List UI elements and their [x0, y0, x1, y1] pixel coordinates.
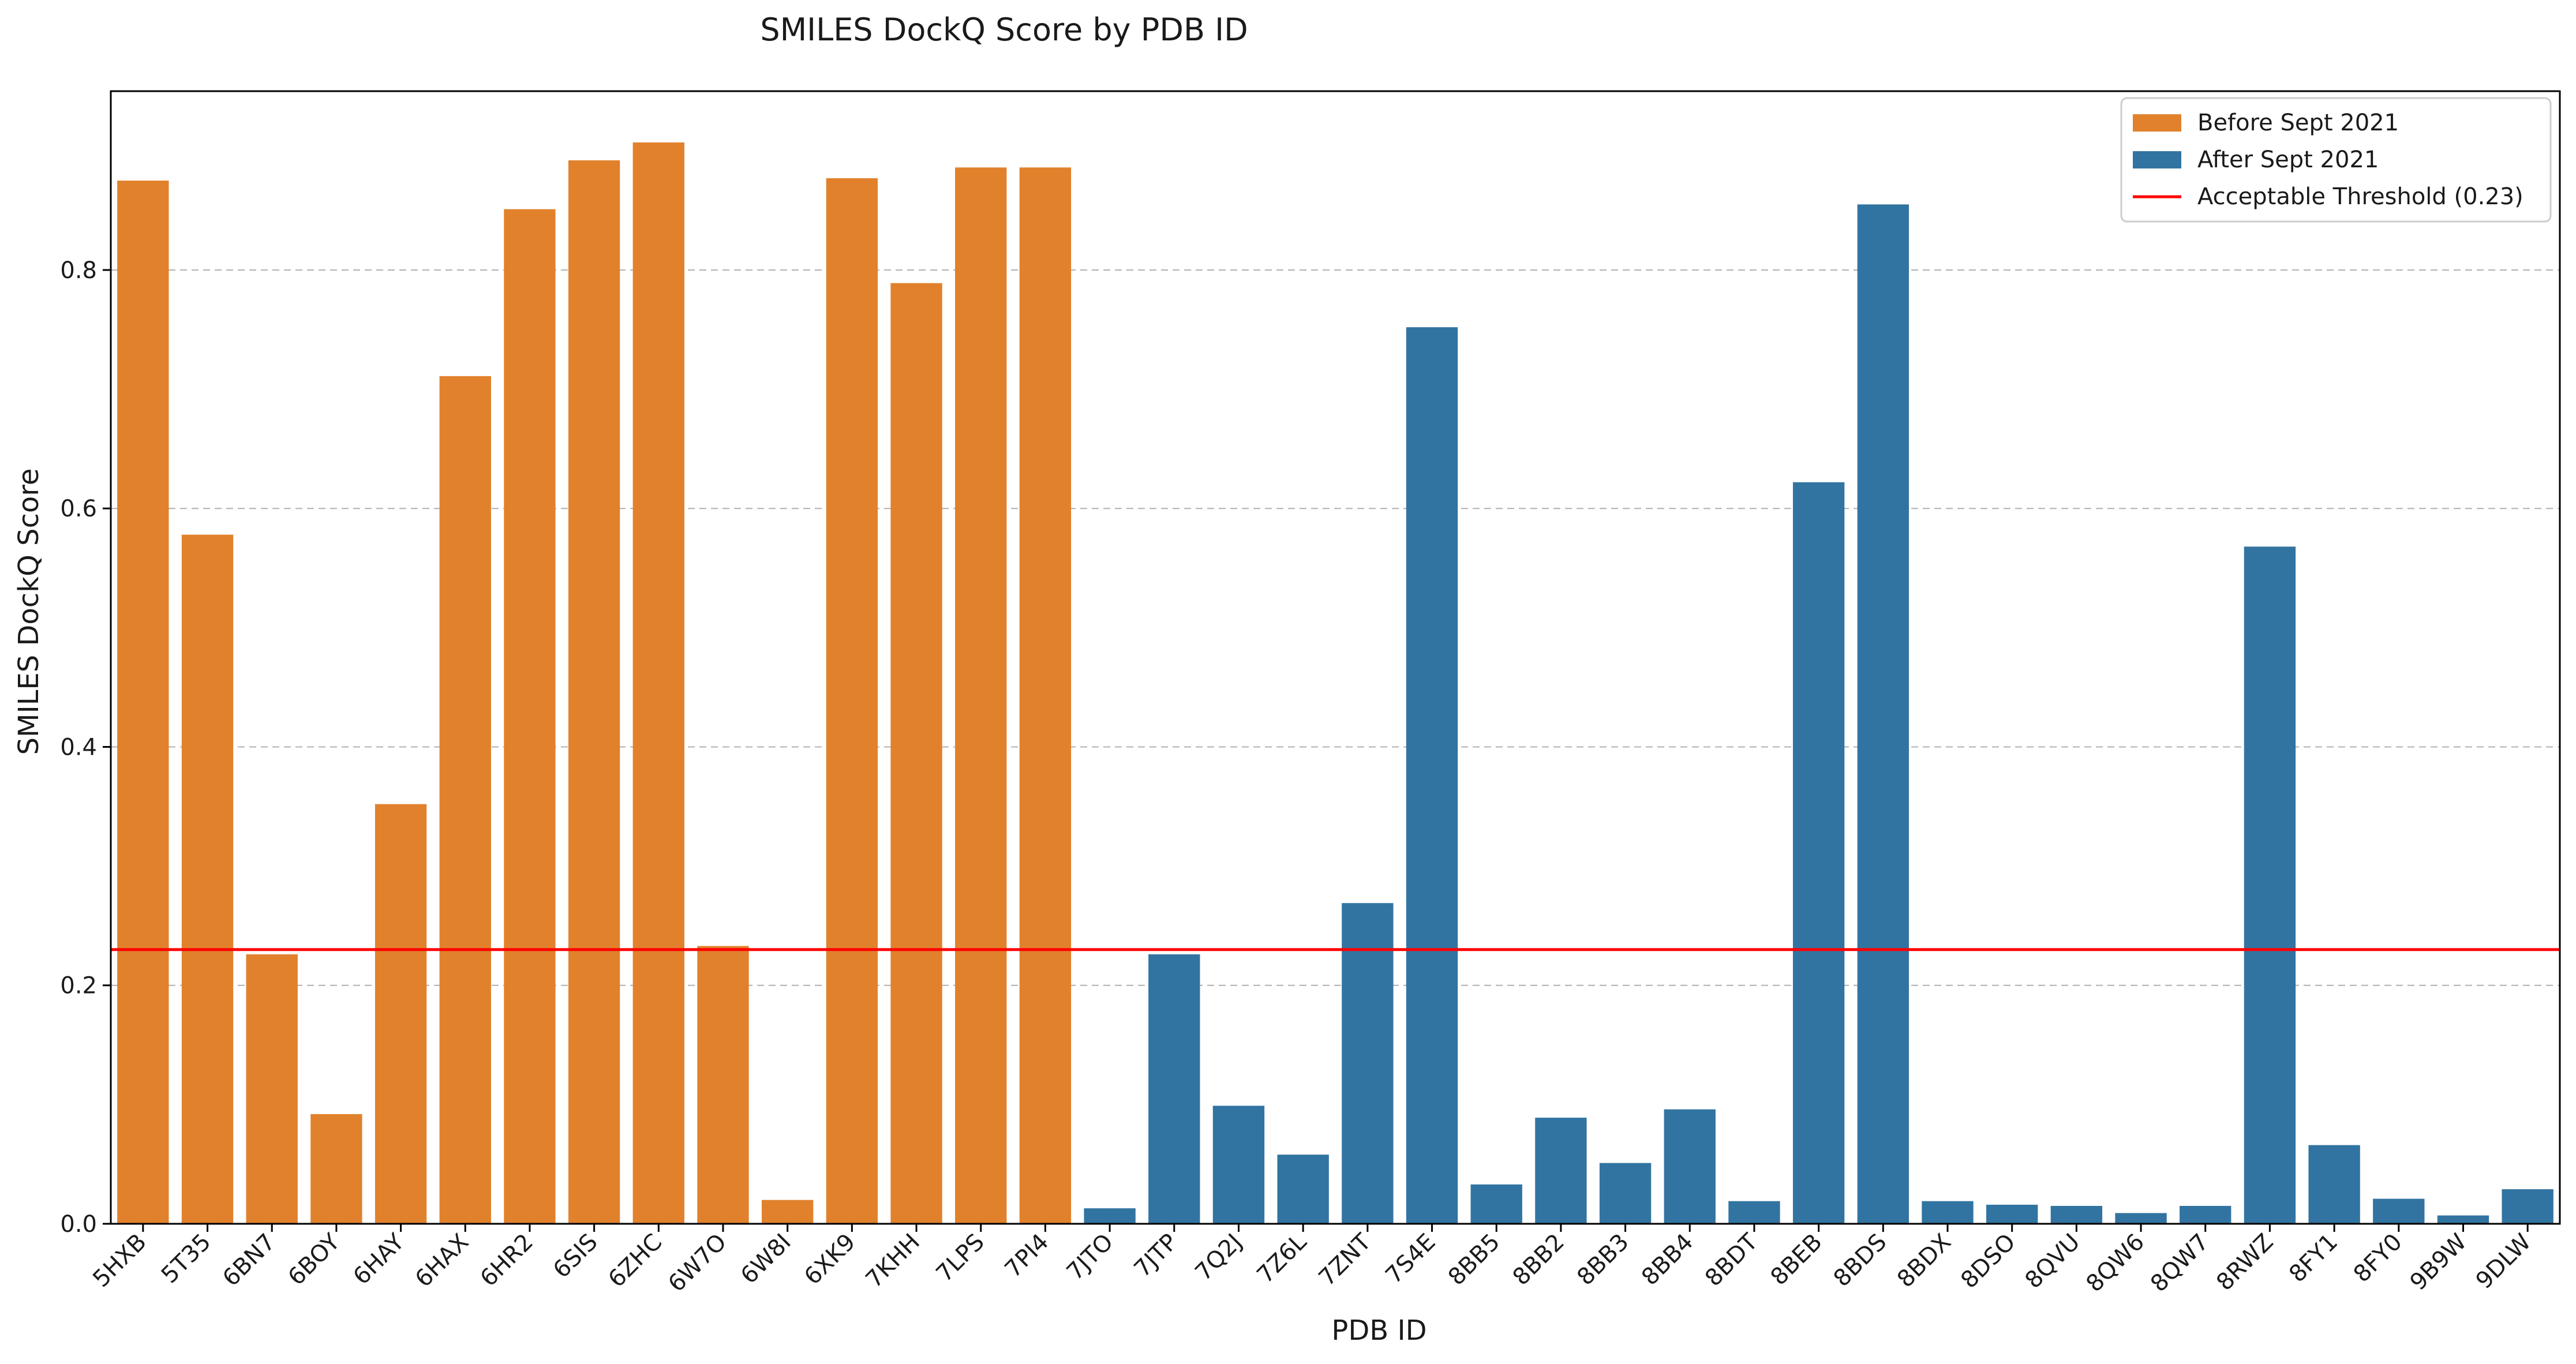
x-tick-label: 6HR2: [475, 1229, 538, 1292]
x-tick-label: 6W8I: [736, 1229, 796, 1290]
y-axis-label: SMILES DockQ Score: [13, 469, 45, 755]
bar-8beb: [1792, 482, 1845, 1224]
chart-title: SMILES DockQ Score by PDB ID: [760, 12, 1248, 48]
bar-9b9w: [2437, 1215, 2489, 1224]
x-tick-label: 8BDX: [1892, 1229, 1956, 1293]
x-tick-label: 6HAY: [348, 1228, 410, 1290]
bar-8qw7: [2180, 1206, 2231, 1224]
bar-8qw6: [2115, 1213, 2167, 1224]
bar-7q2j: [1212, 1106, 1265, 1224]
bar-8bb3: [1599, 1163, 1652, 1224]
bar-7jtp: [1148, 954, 1200, 1224]
x-axis: 5HXB 5T35 6BN7 6BOY 6HAY 6HAX 6HR2 6SIS 6ZHC6W7O…: [88, 1224, 2536, 1297]
x-tick-label: 8BB3: [1572, 1229, 1634, 1291]
bar-8bdt: [1728, 1201, 1780, 1224]
x-tick-label: 8BEB: [1765, 1229, 1827, 1291]
y-tick-label: 0.6: [60, 496, 97, 522]
legend-swatch-after: [2133, 151, 2181, 168]
y-tick-label: 0.0: [60, 1211, 97, 1238]
x-tick-label: 7KHH: [861, 1229, 926, 1294]
bar-8dso: [1986, 1204, 2038, 1224]
plot-frame: [110, 90, 2561, 1225]
bar-7jto: [1084, 1208, 1136, 1224]
x-tick-label: 8BB5: [1443, 1229, 1505, 1291]
x-tick-label: 8QW7: [2146, 1229, 2214, 1298]
legend-label-before: Before Sept 2021: [2197, 110, 2399, 136]
bar-7znt: [1342, 903, 1394, 1224]
x-tick-label: 7JTP: [1129, 1229, 1183, 1283]
bar-8fy0: [2373, 1198, 2425, 1224]
x-tick-label: 8FY0: [2349, 1229, 2407, 1288]
bar-6w8i: [762, 1200, 814, 1224]
x-tick-label: 9DLW: [2471, 1229, 2536, 1294]
x-tick-label: 8QVU: [2020, 1229, 2085, 1294]
bar-6xk9: [826, 178, 878, 1224]
x-tick-label: 6W7O: [663, 1229, 732, 1298]
y-tick-label: 0.4: [60, 734, 97, 760]
bar-6hax: [439, 376, 491, 1224]
bar-7khh: [890, 283, 942, 1224]
x-tick-label: 8BB4: [1637, 1229, 1698, 1291]
x-tick-label: 7ZNT: [1314, 1228, 1377, 1291]
bar-6w7o: [697, 946, 749, 1224]
x-tick-label: 6BN7: [218, 1229, 280, 1292]
x-tick-label: 8BB2: [1508, 1229, 1570, 1291]
x-tick-label: 6XK9: [799, 1229, 860, 1290]
bar-8fy1: [2308, 1145, 2360, 1224]
legend-swatch-before: [2133, 114, 2181, 132]
bar-7lps: [955, 167, 1007, 1224]
bar-6sis: [568, 160, 620, 1224]
x-tick-label: 6HAX: [410, 1229, 474, 1293]
bar-6boy: [310, 1114, 362, 1224]
x-tick-label: 8BDS: [1829, 1229, 1892, 1292]
bars: [117, 142, 2553, 1224]
x-tick-label: 7JTO: [1062, 1229, 1118, 1286]
legend: Before Sept 2021 After Sept 2021 Acceptabl…: [2120, 97, 2552, 223]
y-tick-label: 0.8: [60, 257, 97, 284]
x-tick-label: 6BOY: [283, 1228, 346, 1291]
x-tick-label: 8FY1: [2284, 1229, 2343, 1288]
x-tick-label: 7S4E: [1380, 1229, 1440, 1289]
bar-6hr2: [504, 209, 556, 1224]
legend-box: [2120, 97, 2552, 223]
bar-8bdx: [1922, 1201, 1974, 1224]
bar-5hxb: [117, 180, 169, 1224]
x-tick-label: 5HXB: [88, 1229, 152, 1293]
bar-9dlw: [2502, 1189, 2553, 1224]
bar-7z6l: [1277, 1155, 1329, 1224]
bar-5t35: [181, 534, 234, 1224]
bar-8rwz: [2244, 546, 2296, 1224]
x-tick-label: 8QW6: [2081, 1229, 2150, 1298]
x-tick-label: 8RWZ: [2211, 1229, 2278, 1296]
legend-label-after: After Sept 2021: [2197, 147, 2379, 173]
x-tick-label: 7PI4: [1000, 1229, 1054, 1283]
x-tick-label: 7Q2J: [1190, 1229, 1247, 1286]
legend-label-threshold: Acceptable Threshold (0.23): [2197, 183, 2523, 210]
bar-6hay: [375, 804, 427, 1224]
bar-8bb5: [1470, 1184, 1522, 1224]
x-tick-label: 7LPS: [931, 1229, 990, 1287]
x-tick-label: 5T35: [156, 1229, 216, 1289]
x-tick-label: 8BDT: [1700, 1228, 1763, 1291]
x-axis-label: PDB ID: [1331, 1314, 1426, 1347]
bar-8bb2: [1535, 1118, 1587, 1224]
bar-8bds: [1857, 204, 1909, 1224]
bar-7s4e: [1406, 327, 1458, 1224]
bar-8bb4: [1664, 1109, 1716, 1224]
x-tick-label: 7Z6L: [1252, 1228, 1312, 1288]
y-tick-label: 0.2: [60, 973, 97, 999]
bar-6bn7: [246, 954, 298, 1224]
x-tick-label: 9B9W: [2405, 1229, 2472, 1296]
x-tick-label: 6SIS: [548, 1229, 603, 1284]
x-tick-label: 8DSO: [1956, 1229, 2021, 1294]
bar-6zhc: [632, 142, 684, 1224]
bar-7pi4: [1019, 167, 1072, 1224]
y-axis: 0.0 0.2 0.4 0.6 0.8: [60, 257, 111, 1238]
x-tick-label: 6ZHC: [603, 1229, 667, 1293]
bar-8qvu: [2050, 1206, 2103, 1224]
